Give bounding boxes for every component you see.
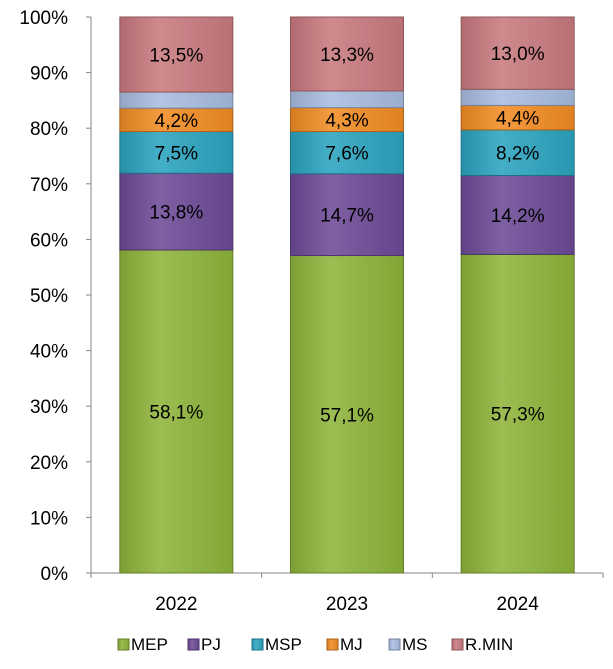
bar-segment-ms-2022	[119, 91, 234, 109]
data-label: 4,2%	[155, 111, 198, 132]
y-tick-label: 60%	[30, 230, 68, 251]
legend-swatch-r-min	[451, 638, 464, 651]
legend-label: R.MIN	[465, 635, 513, 654]
data-label: 58,1%	[149, 402, 203, 423]
legend-swatch-mep	[117, 638, 130, 651]
legend-label: MJ	[340, 635, 363, 654]
data-label: 4,3%	[325, 111, 368, 132]
data-labels-layer: 58,1% 13,8% 7,5% 4,2% 13,5% 57,1% 14,7% 7,6% 4,3…	[149, 44, 544, 426]
data-label: 13,3%	[320, 45, 374, 66]
legend-label: MS	[402, 635, 428, 654]
data-label: 57,3%	[491, 405, 545, 426]
y-tick-label: 10%	[30, 508, 68, 529]
data-label: 57,1%	[320, 405, 374, 426]
y-tick-label: 50%	[30, 286, 68, 307]
x-tick-label: 2023	[326, 594, 368, 615]
bar-segment-msp-2023	[290, 131, 404, 175]
data-label: 4,4%	[496, 109, 539, 130]
y-tick-label: 80%	[30, 119, 68, 140]
y-tick-label: 40%	[30, 342, 68, 363]
y-tick-label: 70%	[30, 175, 68, 196]
bar-segment-pj-2022	[119, 172, 234, 251]
legend-label: MEP	[131, 635, 168, 654]
bar-segment-pj-2023	[290, 173, 404, 257]
legend-swatch-msp	[251, 638, 264, 651]
legend-label: PJ	[201, 635, 221, 654]
x-tick-label: 2022	[155, 594, 197, 615]
legend-label: MSP	[265, 635, 302, 654]
y-tick-label: 30%	[30, 397, 68, 418]
legend-swatch-pj	[187, 638, 200, 651]
y-tick-label: 20%	[30, 453, 68, 474]
data-label: 13,0%	[491, 44, 545, 65]
y-tick-label: 0%	[41, 564, 69, 585]
data-label: 7,6%	[325, 144, 368, 165]
data-label: 8,2%	[496, 144, 539, 165]
bar-segment-ms-2023	[290, 90, 404, 109]
bar-segment-mep-2022	[119, 249, 234, 574]
legend: MEP PJ MSP MJ MS R.MIN	[117, 635, 513, 654]
y-tick-label: 100%	[19, 8, 68, 29]
data-label: 14,2%	[491, 206, 545, 227]
data-label: 13,8%	[149, 203, 203, 224]
bars-layer	[119, 16, 575, 574]
legend-swatch-ms	[388, 638, 401, 651]
legend-swatch-mj	[326, 638, 339, 651]
bar-segment-ms-2024	[460, 88, 575, 106]
x-tick-label: 2024	[497, 594, 540, 615]
data-label: 7,5%	[155, 143, 198, 164]
bar-segment-msp-2022	[119, 131, 234, 174]
data-label: 13,5%	[149, 46, 203, 67]
axis-layer: 0% 10% 20% 30% 40% 50% 60% 70% 80% 90% 100% 2022 202…	[19, 8, 604, 615]
bar-segment-r-min-2023	[290, 16, 404, 92]
bar-segment-mep-2023	[290, 255, 404, 574]
bar-segment-mep-2024	[460, 253, 575, 574]
bar-segment-r-min-2024	[460, 16, 575, 90]
data-label: 14,7%	[320, 206, 374, 227]
bar-segment-r-min-2022	[119, 16, 234, 93]
y-tick-label: 90%	[30, 64, 68, 85]
bar-segment-pj-2024	[460, 174, 575, 255]
bar-segment-mj-2024	[460, 104, 575, 131]
